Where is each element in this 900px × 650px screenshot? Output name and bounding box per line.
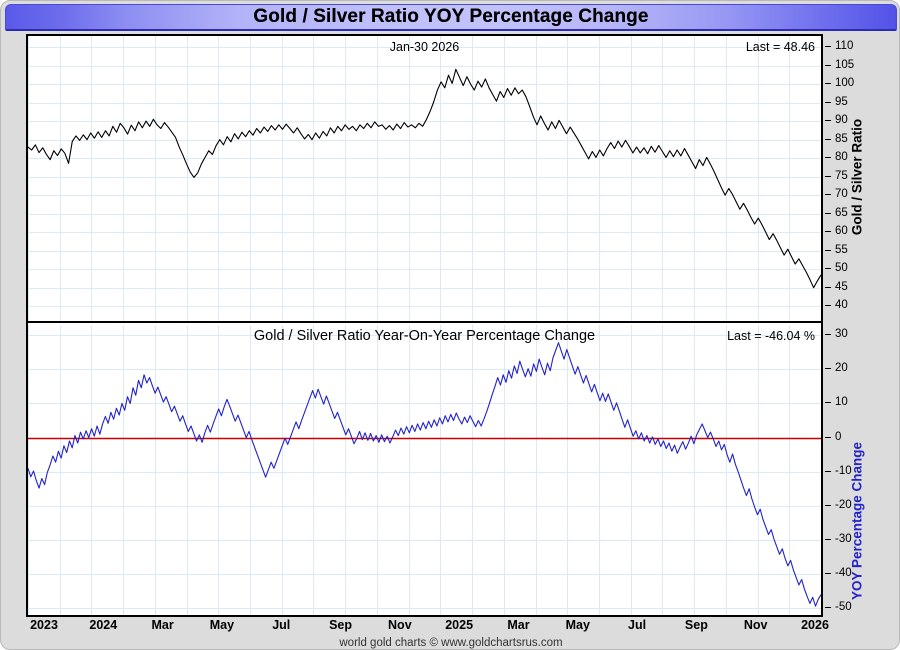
y-axis-tick-mark [825, 213, 831, 214]
y-axis-tick-label: 65 [835, 207, 848, 219]
y-axis-tick-label: 0 [835, 431, 841, 443]
x-axis-tick-label: Sep [685, 618, 708, 632]
y-axis-tick-mark [825, 505, 831, 506]
y-axis-tick-label: 55 [835, 244, 848, 256]
lower-panel-last-value: Last = -46.04 % [727, 329, 815, 343]
y-axis-tick-mark [825, 268, 831, 269]
y-axis-tick-mark [825, 471, 831, 472]
y-axis-tick-mark [825, 305, 831, 306]
x-axis-tick-label: 2026 [801, 618, 829, 632]
y-axis-tick-label: 30 [835, 328, 848, 340]
y-axis-tick-mark [825, 176, 831, 177]
y-axis-tick-label: 45 [835, 281, 848, 293]
y-axis-tick-mark [825, 539, 831, 540]
lower-panel-axis-title: YOY Percentage Change [850, 442, 865, 600]
x-axis-tick-label: 2023 [30, 618, 58, 632]
y-axis-tick-label: 75 [835, 170, 848, 182]
y-axis-tick-label: 60 [835, 225, 848, 237]
chart-frame: Jan-30 2026 Last = 48.46 Gold / Silver R… [26, 34, 823, 617]
x-axis-tick-label: Sep [329, 618, 352, 632]
x-axis-tick-label: May [210, 618, 234, 632]
y-axis-tick-label: -50 [835, 601, 852, 613]
y-axis-tick-label: 100 [835, 77, 854, 89]
y-axis-tick-mark [825, 287, 831, 288]
y-axis-tick-mark [825, 231, 831, 232]
x-axis-tick-label: 2025 [445, 618, 473, 632]
y-axis-tick-label: 95 [835, 96, 848, 108]
x-axis-tick-label: 2024 [89, 618, 117, 632]
y-axis-tick-label: 90 [835, 114, 848, 126]
chart-window: Gold / Silver Ratio YOY Percentage Chang… [0, 0, 900, 650]
upper-panel-date-label: Jan-30 2026 [390, 40, 460, 54]
page-title: Gold / Silver Ratio YOY Percentage Chang… [253, 6, 648, 28]
upper-panel-axis-title: Gold / Silver Ratio [850, 119, 865, 235]
x-axis-tick-label: Mar [507, 618, 529, 632]
window-title-bar: Gold / Silver Ratio YOY Percentage Chang… [5, 4, 897, 31]
y-axis-tick-mark [825, 46, 831, 47]
y-axis-tick-mark [825, 437, 831, 438]
y-axis-tick-label: 105 [835, 59, 854, 71]
y-axis-tick-mark [825, 402, 831, 403]
lower-panel-yoy-change: Gold / Silver Ratio Year-On-Year Percent… [28, 325, 821, 615]
y-axis-tick-mark [825, 120, 831, 121]
x-axis-tick-label: Jul [628, 618, 646, 632]
y-axis-tick-mark [825, 368, 831, 369]
y-axis-tick-label: 110 [835, 40, 853, 52]
y-axis-tick-label: 20 [835, 362, 848, 374]
lower-panel-title: Gold / Silver Ratio Year-On-Year Percent… [254, 328, 595, 344]
x-axis-tick-label: Nov [388, 618, 412, 632]
y-axis-tick-mark [825, 573, 831, 574]
x-axis-tick-label: Nov [744, 618, 768, 632]
y-axis-tick-mark [825, 157, 831, 158]
y-axis-tick-mark [825, 607, 831, 608]
x-axis-tick-labels: 2023 2024 Mar May Jul Sep Nov 2025 Mar May Jul Sep N… [26, 618, 823, 638]
y-axis-tick-label: 80 [835, 151, 848, 163]
y-axis-tick-label: 50 [835, 262, 848, 274]
y-axis-tick-mark [825, 250, 831, 251]
x-axis-tick-label: Jul [272, 618, 290, 632]
upper-panel-gold-silver-ratio: Jan-30 2026 Last = 48.46 [28, 36, 821, 323]
x-axis-tick-label: May [566, 618, 590, 632]
upper-panel-last-value: Last = 48.46 [746, 40, 815, 54]
y-axis-tick-mark [825, 139, 831, 140]
lower-panel-series-line [28, 325, 821, 615]
y-axis-tick-mark [825, 194, 831, 195]
y-axis-tick-mark [825, 83, 831, 84]
y-axis-tick-label: 10 [835, 396, 848, 408]
footer-credit: world gold charts © www.goldchartsrus.co… [1, 637, 900, 649]
y-axis-tick-label: 40 [835, 299, 848, 311]
y-axis-tick-label: 85 [835, 133, 848, 145]
y-axis-tick-mark [825, 334, 831, 335]
upper-panel-series-line [28, 36, 821, 321]
y-axis-tick-label: 70 [835, 188, 848, 200]
y-axis-tick-mark [825, 65, 831, 66]
x-axis-tick-label: Mar [151, 618, 173, 632]
y-axis-tick-mark [825, 102, 831, 103]
